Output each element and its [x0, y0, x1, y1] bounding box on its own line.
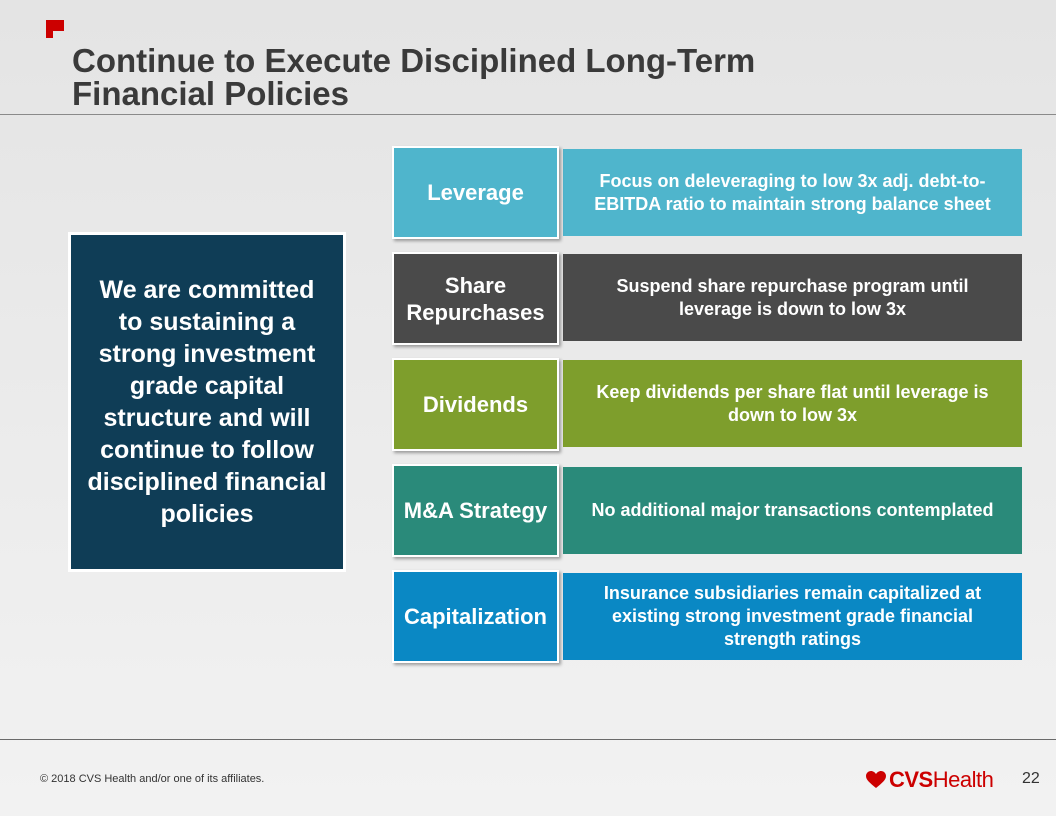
policy-row-share-repurchases: Suspend share repurchase program until l… [0, 252, 1056, 348]
footer-divider [0, 739, 1056, 740]
cvs-health-logo: CVS Health [866, 767, 994, 793]
policy-label: Share Repurchases [392, 252, 559, 345]
commitment-box: We are committed to sustaining a strong … [68, 232, 346, 572]
policy-description: Suspend share repurchase program until l… [563, 254, 1022, 341]
policy-description: Insurance subsidiaries remain capitalize… [563, 573, 1022, 660]
policy-description: Keep dividends per share flat until leve… [563, 360, 1022, 447]
policy-description: Focus on deleveraging to low 3x adj. deb… [563, 149, 1022, 236]
logo-health-text: Health [932, 767, 994, 792]
policy-label: M&A Strategy [392, 464, 559, 557]
page-title: Continue to Execute Disciplined Long-Ter… [72, 44, 755, 110]
policy-row-leverage: Focus on deleveraging to low 3x adj. deb… [0, 146, 1056, 242]
policy-row-ma-strategy: No additional major transactions contemp… [0, 464, 1056, 560]
policy-label: Capitalization [392, 570, 559, 663]
policy-label: Dividends [392, 358, 559, 451]
title-line-2: Financial Policies [72, 75, 349, 112]
copyright-text: © 2018 CVS Health and/or one of its affi… [40, 773, 265, 785]
cvs-flag-icon [46, 20, 64, 38]
policy-label: Leverage [392, 146, 559, 239]
header-divider [0, 114, 1056, 115]
heart-icon [866, 771, 886, 788]
commitment-text: We are committed to sustaining a strong … [87, 276, 327, 528]
page-number: 22 [1022, 770, 1040, 787]
policy-row-capitalization: Insurance subsidiaries remain capitalize… [0, 570, 1056, 666]
policy-description: No additional major transactions contemp… [563, 467, 1022, 554]
title-line-1: Continue to Execute Disciplined Long-Ter… [72, 42, 756, 79]
policy-row-dividends: Keep dividends per share flat until leve… [0, 358, 1056, 454]
logo-cvs-text: CVS [889, 767, 933, 792]
